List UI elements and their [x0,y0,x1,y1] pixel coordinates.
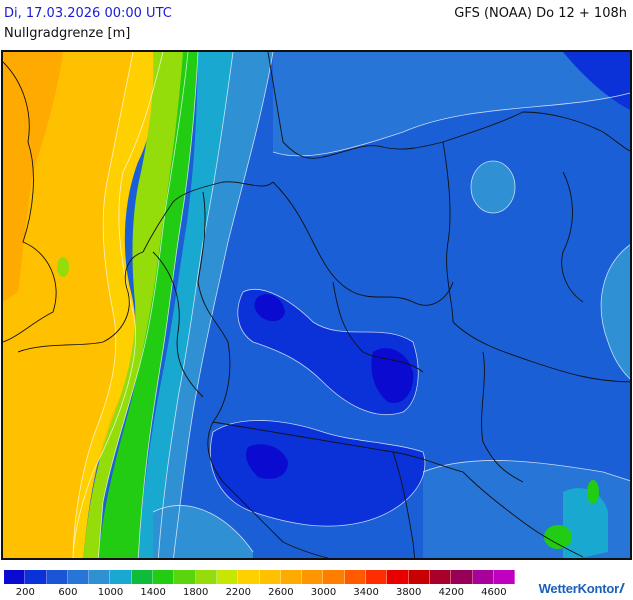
legend-swatch [451,570,473,584]
field-central-darkest [371,348,414,403]
legend-swatch [387,570,409,584]
legend-tick-label: 600 [58,587,78,598]
legend-swatch [366,570,388,584]
legend-swatch [110,570,132,584]
legend-swatch [344,570,367,584]
field-lightgreen-band [83,52,188,558]
borders [3,52,630,558]
legend-tick-label: 2600 [268,587,294,598]
legend-swatch [216,570,239,584]
legend-swatch [429,570,452,584]
legend-tick-label: 3000 [310,587,337,598]
field-w-green-cell [57,257,69,277]
logo-mark-icon [619,583,629,593]
field-se-green-cell [544,525,572,549]
field-orange-west [3,52,163,558]
field-deep-orange [3,52,63,302]
legend-tick-label: 4600 [481,587,507,598]
forecast-datetime: Di, 17.03.2026 00:00 UTC [4,6,172,21]
legend-swatch [4,570,26,584]
legend-swatch [408,570,430,584]
freezing-level-map [1,50,632,560]
field-central-dark [237,289,419,415]
field-east-light [601,244,630,379]
logo-part2: Kontor [577,581,620,596]
legend-swatch [67,570,90,584]
legend-tick-label: 4200 [438,587,465,598]
field-poland-cell [471,161,515,213]
model-run-label: GFS (NOAA) Do 12 + 108h [454,6,627,21]
field-green-band [98,52,198,558]
isolines [72,52,630,558]
map-canvas [3,52,630,558]
legend-swatch [259,570,281,584]
legend-swatch [25,570,47,584]
field-north-light [273,52,630,156]
legend-swatch [153,570,175,584]
logo-part1: Wetter [538,581,578,596]
color-legend [4,570,516,586]
wetterkontor-logo: WetterKontor [538,581,629,596]
legend-tick-label: 2200 [225,587,252,598]
legend-swatch [174,570,196,584]
legend-swatch [302,570,324,584]
legend-tick-label: 3800 [395,587,422,598]
legend-swatch [472,570,494,584]
field-west-dark-cell [254,294,285,322]
legend-swatch [238,570,260,584]
legend-swatch [195,570,217,584]
legend-swatch [493,570,516,584]
legend-swatch [46,570,68,584]
legend-swatch [323,570,345,584]
legend-swatch [89,570,111,584]
field-e-green-cell [587,480,599,504]
legend-swatch [280,570,303,584]
legend-swatch [131,570,154,584]
field-alpine-darkest [246,444,288,479]
legend-ticks: 200 600 1000 1400 1800 2200 2600 3000 3400 3800 42… [0,587,530,600]
legend-tick-label: 200 [15,587,35,598]
variable-title: Nullgradgrenze [m] [4,26,131,41]
legend-tick-label: 1400 [140,587,166,598]
field-cyan-band [138,52,233,558]
field-se-cyan [563,488,608,558]
field-ne-dark [563,52,630,110]
legend-tick-label: 1000 [97,587,124,598]
legend-tick-label: 3400 [353,587,379,598]
field-yellow-band [63,52,163,558]
legend-tick-label: 1800 [182,587,209,598]
